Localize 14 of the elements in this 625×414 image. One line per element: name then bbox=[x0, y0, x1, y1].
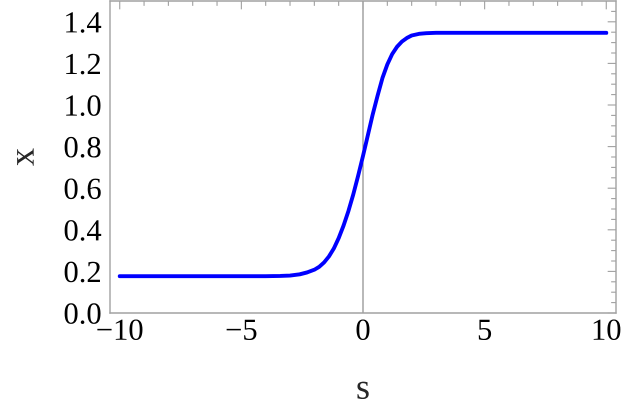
y-tick-label: 0.6 bbox=[64, 178, 101, 200]
line-series bbox=[118, 30, 608, 278]
x-axis-title: s bbox=[357, 382, 369, 400]
y-axis-title: x bbox=[17, 148, 34, 166]
y-tick-label: 0.4 bbox=[64, 220, 102, 241]
y-tick-label: 0.2 bbox=[64, 262, 100, 282]
y-tick-label: 0.8 bbox=[64, 136, 100, 158]
x-tick-label: 0 bbox=[356, 319, 370, 340]
x-tick-label: 10 bbox=[594, 319, 620, 340]
x-tick-label: 5 bbox=[478, 320, 492, 340]
y-tick-label: 1.4 bbox=[66, 12, 102, 33]
x-tick-label: −5 bbox=[226, 320, 256, 340]
y-tick-label: 1.2 bbox=[66, 54, 100, 74]
y-tick-label: 1.0 bbox=[66, 95, 100, 116]
